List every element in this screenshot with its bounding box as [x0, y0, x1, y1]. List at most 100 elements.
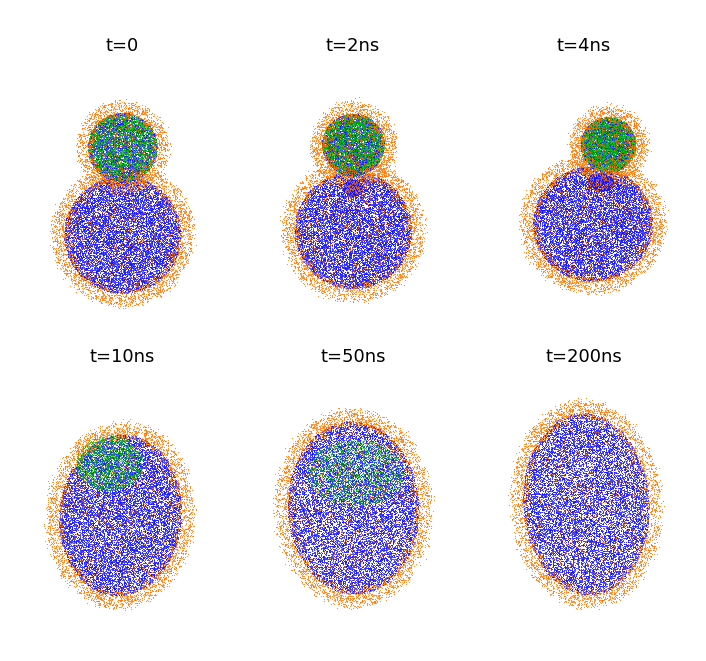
Point — [117, 166, 128, 176]
Point — [87, 462, 98, 473]
Point — [638, 247, 649, 257]
Point — [104, 171, 115, 182]
Point — [621, 251, 633, 262]
Point — [592, 240, 604, 251]
Point — [332, 135, 343, 145]
Point — [145, 571, 157, 582]
Point — [536, 196, 547, 207]
Point — [95, 247, 107, 258]
Point — [109, 165, 120, 176]
Point — [592, 184, 604, 195]
Point — [106, 117, 117, 128]
Point — [361, 243, 372, 254]
Point — [139, 460, 150, 471]
Point — [642, 505, 653, 516]
Point — [107, 196, 119, 206]
Point — [381, 461, 393, 471]
Point — [561, 210, 572, 221]
Point — [68, 578, 79, 588]
Point — [104, 476, 115, 486]
Point — [354, 455, 366, 466]
Point — [605, 447, 616, 458]
Point — [281, 462, 292, 473]
Point — [599, 214, 611, 224]
Point — [552, 543, 563, 554]
Point — [385, 488, 396, 498]
Point — [314, 446, 325, 457]
Point — [333, 108, 345, 118]
Point — [351, 441, 362, 451]
Point — [406, 221, 417, 232]
Point — [585, 155, 596, 166]
Point — [527, 529, 539, 540]
Point — [135, 446, 146, 456]
Point — [597, 124, 609, 135]
Point — [328, 105, 339, 116]
Point — [514, 506, 525, 516]
Point — [88, 134, 100, 145]
Point — [382, 547, 393, 558]
Point — [386, 186, 397, 196]
Point — [114, 202, 125, 213]
Point — [352, 180, 364, 191]
Point — [324, 479, 335, 489]
Point — [115, 478, 126, 488]
Point — [77, 209, 88, 219]
Point — [114, 147, 125, 157]
Point — [383, 255, 394, 266]
Point — [287, 473, 299, 483]
Point — [117, 465, 128, 476]
Point — [385, 455, 397, 465]
Point — [347, 215, 358, 225]
Point — [608, 113, 619, 124]
Point — [117, 527, 128, 538]
Point — [80, 209, 91, 219]
Point — [513, 492, 524, 502]
Point — [363, 490, 374, 501]
Point — [71, 539, 83, 550]
Point — [405, 509, 416, 520]
Point — [606, 558, 618, 568]
Point — [84, 444, 95, 454]
Point — [318, 460, 330, 471]
Point — [613, 474, 624, 485]
Point — [620, 486, 631, 496]
Point — [602, 145, 613, 155]
Point — [328, 120, 339, 131]
Point — [347, 186, 358, 196]
Point — [297, 529, 308, 540]
Point — [341, 104, 352, 115]
Point — [355, 476, 366, 486]
Point — [641, 485, 652, 495]
Point — [604, 467, 615, 478]
Point — [585, 163, 597, 173]
Point — [102, 134, 113, 145]
Point — [556, 242, 568, 253]
Point — [360, 207, 371, 217]
Point — [325, 427, 337, 438]
Point — [410, 524, 421, 535]
Point — [383, 253, 395, 263]
Point — [129, 165, 140, 175]
Point — [602, 514, 614, 525]
Point — [587, 446, 598, 457]
Point — [88, 116, 100, 127]
Point — [633, 508, 645, 518]
Point — [615, 230, 626, 241]
Point — [112, 505, 123, 516]
Point — [400, 467, 412, 478]
Point — [373, 128, 385, 139]
Point — [578, 246, 589, 256]
Point — [99, 512, 110, 522]
Point — [330, 218, 341, 229]
Point — [354, 192, 366, 202]
Point — [566, 525, 578, 536]
Point — [352, 270, 364, 280]
Point — [67, 191, 78, 202]
Point — [597, 122, 608, 133]
Point — [538, 520, 549, 530]
Point — [627, 184, 638, 194]
Point — [52, 253, 64, 264]
Point — [112, 196, 123, 206]
Point — [556, 555, 567, 566]
